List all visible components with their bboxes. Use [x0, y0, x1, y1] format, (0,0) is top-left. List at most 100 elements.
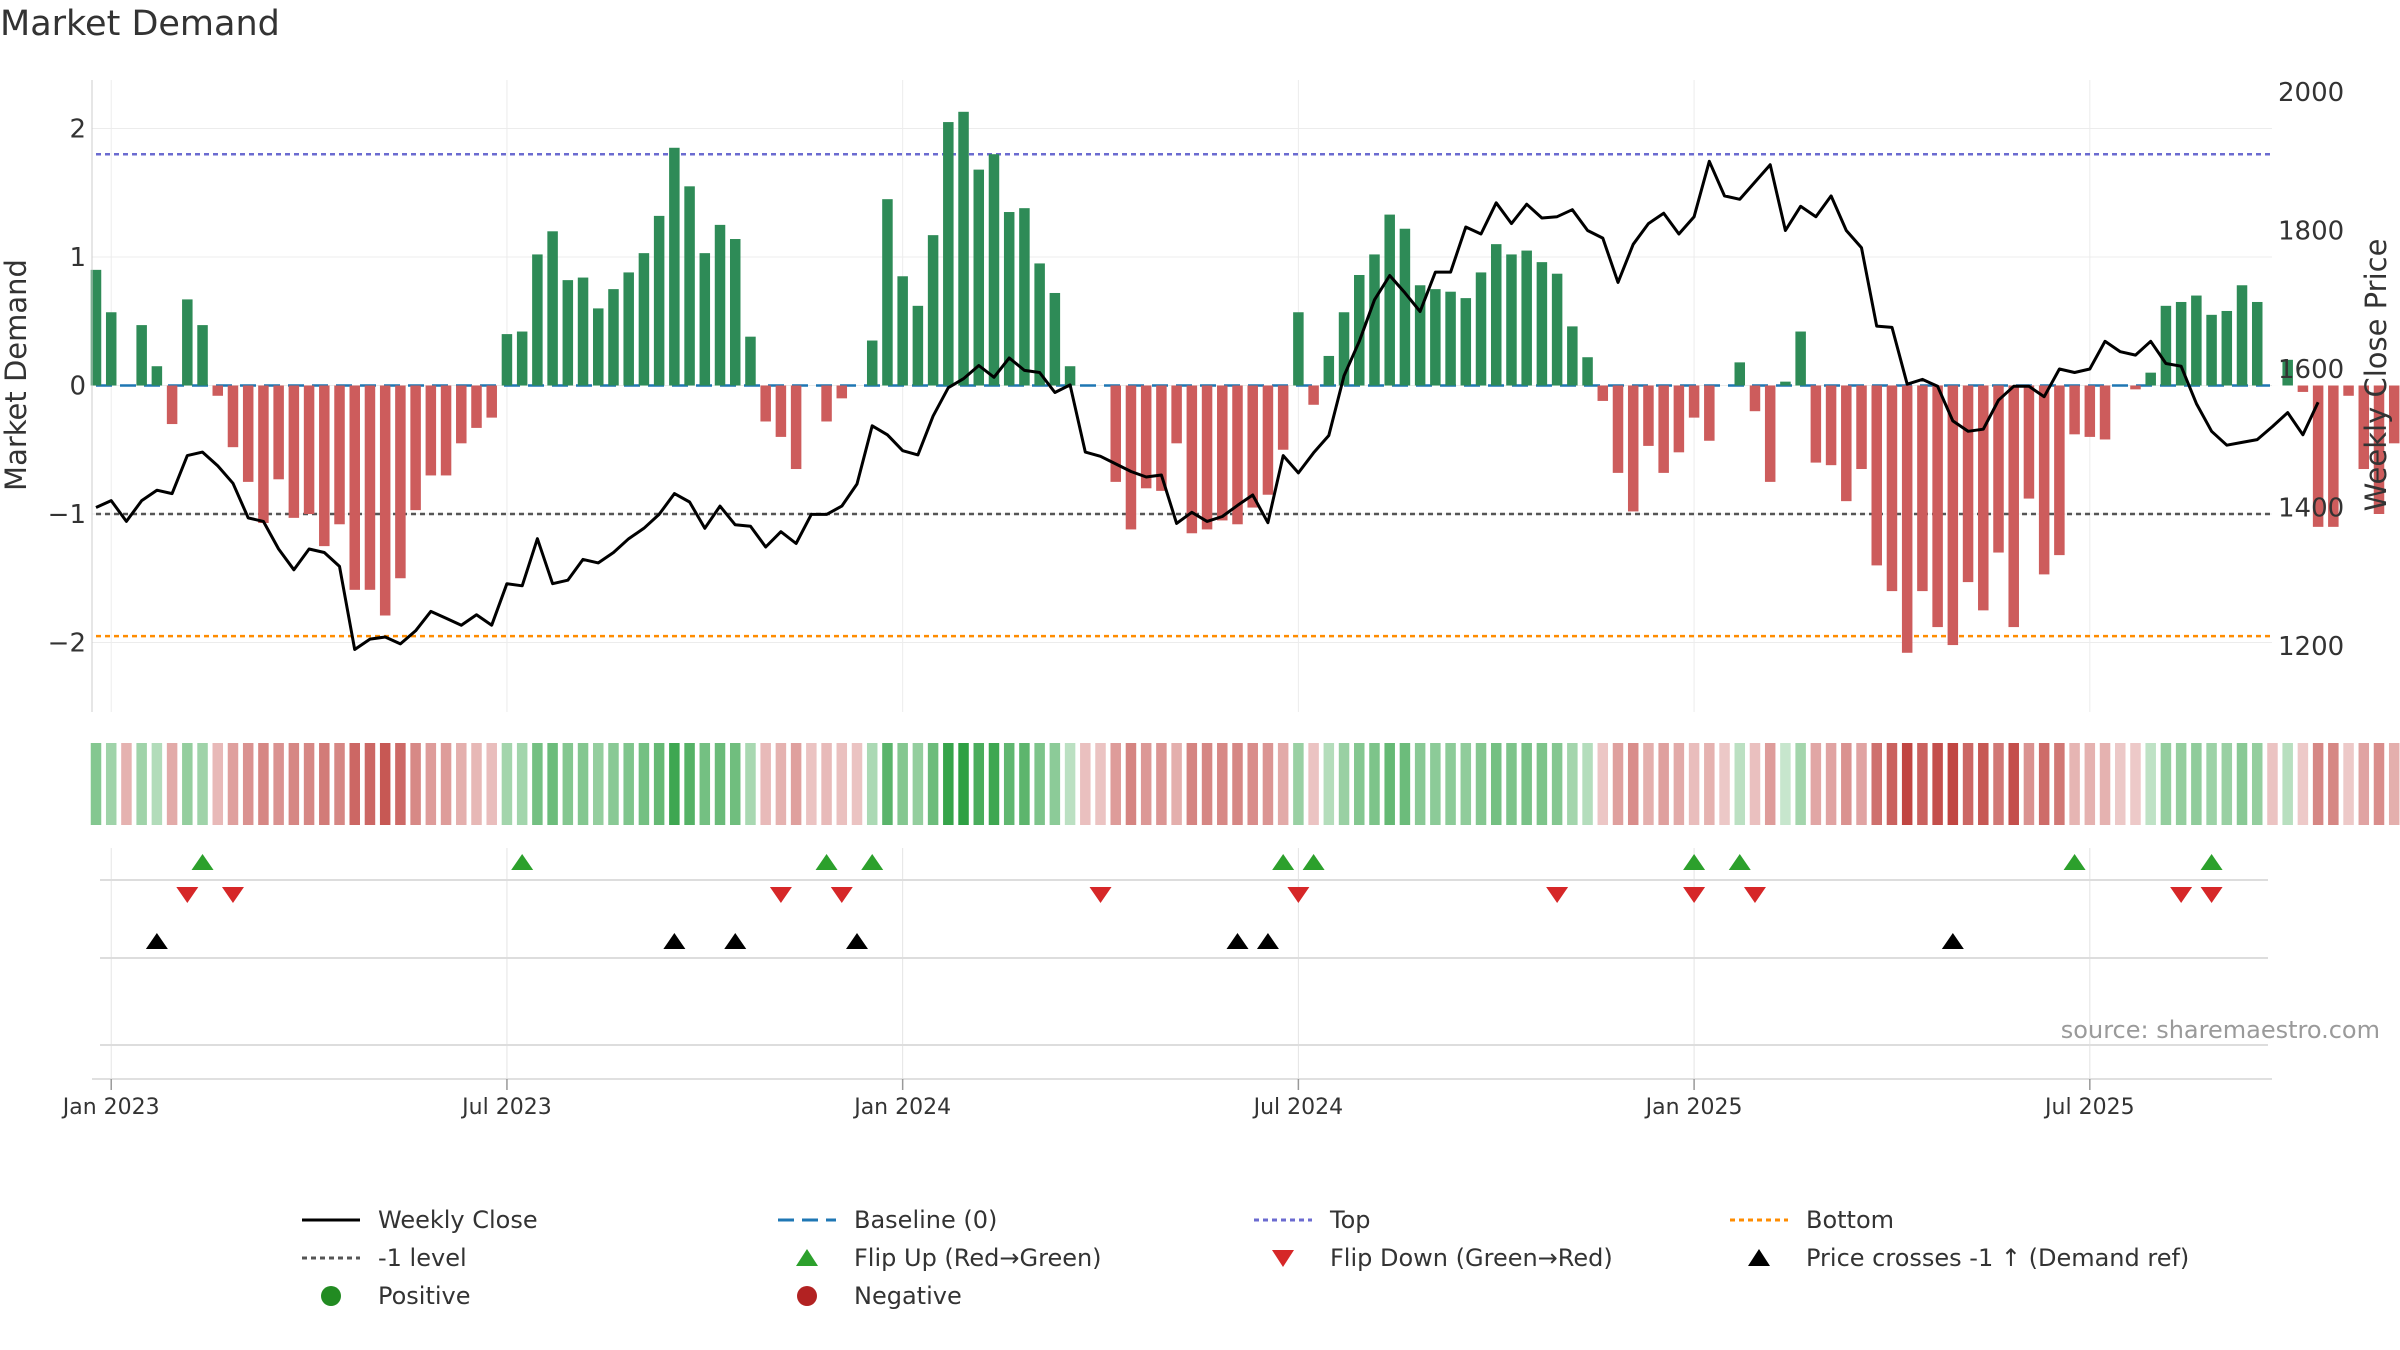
y2-tick-label: 1400 — [2278, 494, 2344, 524]
demand-bar — [1308, 385, 1319, 405]
demand-bar — [638, 253, 650, 386]
demand-bar — [1947, 385, 1959, 646]
heat-cell — [1475, 743, 1487, 825]
demand-bar — [2191, 295, 2202, 386]
heat-cell — [516, 743, 528, 825]
heat-cell — [1064, 743, 1076, 825]
price-cross-marker — [1941, 933, 1964, 949]
heat-cell — [1567, 743, 1578, 825]
demand-bar — [1293, 312, 1304, 386]
heat-cell — [1125, 743, 1137, 825]
demand-bar — [1445, 291, 1456, 386]
demand-bar — [1003, 212, 1015, 386]
heat-cell — [775, 743, 787, 825]
demand-bar — [684, 186, 695, 386]
heat-cell — [1156, 743, 1167, 825]
heat-cell — [1521, 743, 1532, 825]
heat-cell — [760, 743, 771, 825]
x-tick-label: Jul 2023 — [460, 1095, 552, 1120]
heat-cell — [1886, 743, 1898, 825]
heat-cell — [227, 743, 239, 825]
heat-cell — [608, 743, 619, 825]
demand-bar — [2054, 385, 2065, 556]
heat-cell — [653, 743, 665, 825]
demand-bar — [1338, 312, 1350, 386]
chart-title: Market Demand — [0, 4, 280, 44]
heat-cell — [1186, 743, 1198, 825]
heat-cell — [532, 743, 543, 825]
demand-bar — [1049, 292, 1061, 386]
demand-bar — [151, 366, 163, 386]
heat-cell — [242, 743, 254, 825]
heat-cell — [197, 743, 208, 825]
legend-flip-down: Flip Down (Green→Red) — [1252, 1244, 1613, 1272]
triangle-up-icon — [1748, 1249, 1770, 1266]
demand-bar — [1110, 385, 1121, 482]
demand-bar — [410, 385, 421, 511]
heat-cell — [988, 743, 1000, 825]
demand-bar — [288, 385, 300, 518]
demand-bar — [562, 280, 574, 386]
demand-bar — [760, 385, 771, 422]
heat-cell — [182, 743, 193, 825]
heat-cell — [1445, 743, 1456, 825]
heat-cell — [2206, 743, 2217, 825]
demand-bar — [912, 305, 924, 386]
heat-cell — [166, 743, 178, 825]
demand-bar — [105, 312, 117, 386]
demand-bar — [1780, 381, 1791, 386]
heat-cell — [866, 743, 878, 825]
price-cross-marker — [1226, 933, 1249, 949]
demand-bar — [1384, 214, 1395, 386]
circle-icon — [797, 1286, 817, 1306]
heat-cell — [1354, 743, 1365, 825]
heat-cell — [623, 743, 634, 825]
flip-up-marker — [1272, 854, 1295, 870]
x-tick-label: Jan 2024 — [852, 1095, 951, 1120]
heat-cell — [212, 743, 224, 825]
heat-cell — [882, 743, 893, 825]
demand-bar — [2206, 314, 2217, 386]
demand-bar — [1536, 262, 1548, 386]
heat-cell — [1856, 743, 1867, 825]
heat-cell — [1201, 743, 1213, 825]
demand-bar — [1962, 385, 1974, 583]
demand-bar — [1704, 385, 1715, 441]
demand-bar — [775, 385, 787, 437]
flip-up-marker — [511, 854, 534, 870]
heat-cell — [2145, 743, 2156, 825]
triangle-up-icon — [796, 1249, 818, 1266]
heat-cell — [486, 743, 497, 825]
legend-positive: Positive — [300, 1282, 471, 1310]
heat-cell — [2054, 743, 2065, 825]
demand-bar — [1506, 254, 1517, 386]
demand-bar — [1232, 385, 1243, 525]
heat-cell — [2388, 743, 2400, 825]
legend-minus-one: -1 level — [300, 1244, 467, 1272]
demand-bar — [1917, 385, 1928, 592]
demand-bar — [1658, 385, 1669, 473]
heat-cell — [425, 743, 437, 825]
heat-cell — [1764, 743, 1776, 825]
axes: 2 1 0 −1 −2 2000 1800 1600 1400 1200 Jan 2023 Jul 2… — [48, 78, 2345, 1120]
heat-cell — [136, 743, 147, 825]
flip-down-marker — [176, 887, 199, 903]
heat-cell — [334, 743, 345, 825]
heat-cell — [836, 743, 848, 825]
circle-icon — [321, 1286, 341, 1306]
y2-tick-label: 1800 — [2278, 217, 2344, 247]
demand-bar — [1582, 357, 1593, 386]
flip-up-marker — [2200, 854, 2223, 870]
heat-cell — [1232, 743, 1243, 825]
demand-bar — [1810, 385, 1822, 463]
heat-cell — [2023, 743, 2035, 825]
heat-cell — [258, 743, 269, 825]
heat-cell — [2282, 743, 2293, 825]
demand-bar — [2145, 372, 2156, 386]
heat-cell — [1688, 743, 1700, 825]
flip-up-marker — [1728, 854, 1751, 870]
demand-bar — [1901, 385, 1913, 653]
heat-cell — [379, 743, 391, 825]
demand-bar — [2008, 385, 2019, 628]
y2-tick-label: 1200 — [2278, 632, 2344, 662]
